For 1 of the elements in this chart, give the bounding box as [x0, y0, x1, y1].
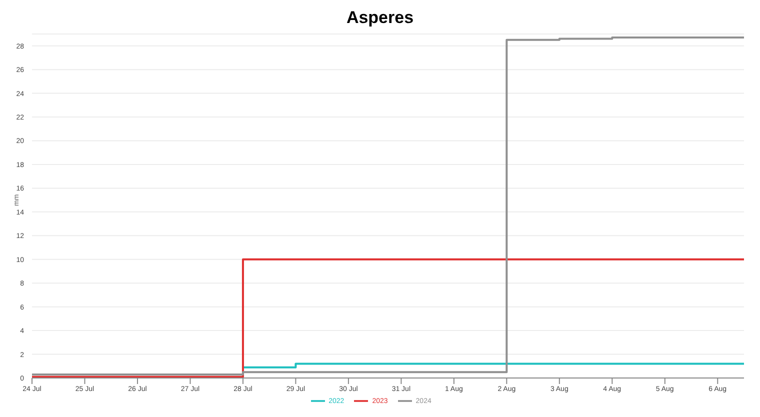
chart-title: Asperes [345, 8, 415, 28]
